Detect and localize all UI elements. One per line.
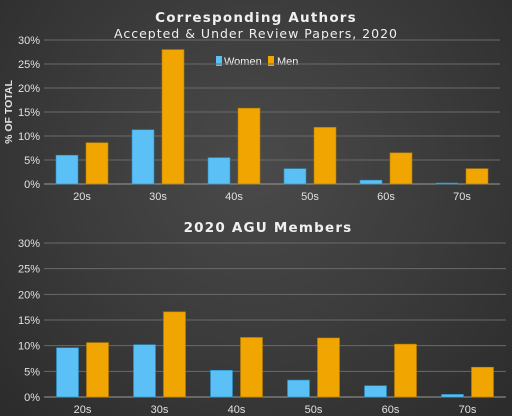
chart2-bar-women-50s: [287, 379, 310, 398]
chart1-x-tick-label: 20s: [73, 191, 91, 203]
chart1-bar-women-20s: [55, 154, 79, 185]
chart1-bar-women-60s: [359, 179, 383, 185]
chart2-bar-men-50s: [317, 337, 340, 398]
chart2-x-tick-label: 40s: [228, 404, 246, 416]
chart2-x-tick-label: 30s: [151, 404, 169, 416]
chart2-y-tick-label: 15%: [18, 315, 40, 327]
chart1-y-tick-label: 15%: [18, 107, 40, 119]
chart1-x-tick-label: 50s: [301, 191, 319, 203]
chart2-bar-men-20s: [86, 342, 109, 398]
legend-swatch-women: [216, 56, 222, 66]
chart2-y-tick-label: 20%: [18, 289, 40, 301]
chart2-x-tick-label: 20s: [74, 404, 92, 416]
chart2-y-tick-label: 10%: [18, 341, 40, 353]
chart2-bar-women-40s: [210, 370, 233, 398]
chart1-y-tick-label: 30%: [18, 35, 40, 47]
chart1-y-tick-label: 0%: [24, 179, 40, 191]
chart2-bar-women-30s: [133, 344, 156, 398]
chart1-x-tick-label: 70s: [453, 191, 471, 203]
chart1-y-tick-label: 20%: [18, 83, 40, 95]
chart1-x-tick-label: 40s: [225, 191, 243, 203]
chart1-y-tick-label: 10%: [18, 131, 40, 143]
chart2-bar-men-60s: [394, 343, 417, 398]
chart1-bar-men-20s: [85, 142, 109, 185]
legend-swatch-men: [268, 56, 274, 66]
chart2-x-tick-label: 50s: [305, 404, 323, 416]
chart2-plot-area: 0% 5% 10% 15% 20% 25% 30% 20s 30s 40s 50s 60s 70s: [18, 238, 506, 416]
chart2-y-tick-label: 25%: [18, 264, 40, 276]
chart2-bar-women-20s: [56, 347, 79, 398]
chart1-bar-women-70s: [435, 182, 459, 185]
chart1-bar-women-50s: [283, 168, 307, 185]
chart1-bar-men-40s: [237, 107, 261, 185]
chart2-title: 2020 AGU Members: [184, 220, 353, 236]
chart1-bar-men-70s: [465, 168, 489, 185]
chart2-bar-men-30s: [163, 311, 186, 398]
chart1-plot-area: 0% 5% 10% 15% 20% 25% 30% 20s 30s 40s 50s 60s 70s: [18, 35, 500, 203]
chart1-bar-women-40s: [207, 157, 231, 185]
chart1-bar-men-30s: [161, 49, 185, 185]
chart2-y-tick-label: 30%: [18, 238, 40, 250]
chart1-x-tick-label: 30s: [149, 191, 167, 203]
chart1-subtitle: Accepted & Under Review Papers, 2020: [114, 26, 398, 41]
chart1-bar-men-60s: [389, 152, 413, 185]
legend-label-men: Men: [277, 56, 298, 68]
chart2-bar-men-70s: [471, 366, 494, 398]
chart1-y-axis-label: % OF TOTAL: [3, 80, 15, 144]
chart1-y-tick-label: 5%: [24, 155, 40, 167]
chart2-bar-women-70s: [441, 394, 464, 398]
chart2-x-tick-label: 60s: [382, 404, 400, 416]
chart2-y-tick-label: 0%: [24, 392, 40, 404]
chart1-x-tick-label: 60s: [377, 191, 395, 203]
chart2-y-tick-label: 5%: [24, 366, 40, 378]
chart1-title: Corresponding Authors: [155, 10, 357, 26]
chart2-bar-women-60s: [364, 385, 387, 398]
chart1-bar-women-30s: [131, 129, 155, 185]
chart2-bar-men-40s: [240, 337, 263, 398]
chart1-legend: Women Men: [216, 56, 298, 68]
chart1-bar-men-50s: [313, 127, 337, 185]
chart2-x-tick-label: 70s: [459, 404, 477, 416]
chart1-y-tick-label: 25%: [18, 59, 40, 71]
legend-label-women: Women: [224, 56, 262, 68]
